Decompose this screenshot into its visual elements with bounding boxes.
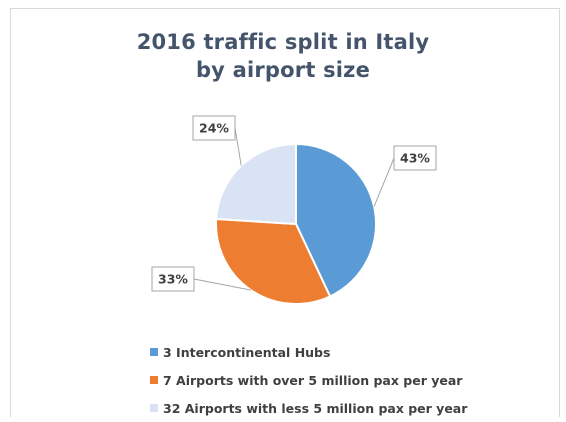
legend-item-hubs: 3 Intercontinental Hubs: [150, 338, 467, 366]
data-label-under-5m-box: [192, 115, 236, 141]
slice-over-5m: [215, 217, 332, 305]
legend: 3 Intercontinental Hubs 7 Airports with …: [150, 338, 467, 422]
data-label-over-5m-box: [151, 266, 195, 292]
legend-item-under-5m: 32 Airports with less 5 million pax per …: [150, 394, 467, 422]
leader-line-under-5m: [234, 127, 242, 166]
legend-item-over-5m: 7 Airports with over 5 million pax per y…: [150, 366, 467, 394]
chart-frame: [10, 8, 560, 417]
legend-label-over-5m: 7 Airports with over 5 million pax per y…: [163, 372, 463, 388]
leader-line-hubs: [373, 157, 395, 207]
legend-label-under-5m: 32 Airports with less 5 million pax per …: [163, 400, 468, 416]
legend-swatch-hubs: [150, 348, 158, 356]
data-label-hubs: 43%: [400, 151, 430, 166]
leader-line-over-5m: [193, 278, 252, 291]
legend-swatch-under-5m: [150, 404, 158, 412]
chart-title-line-1: 2016 traffic split in Italy: [136, 30, 430, 54]
data-label-hubs-box: [393, 145, 437, 171]
data-label-under-5m: 24%: [199, 121, 229, 136]
data-label-over-5m: 33%: [158, 272, 188, 287]
chart-title-line-2: by airport size: [195, 58, 371, 82]
slice-under-5m: [215, 142, 297, 226]
legend-swatch-over-5m: [150, 376, 158, 384]
legend-label-hubs: 3 Intercontinental Hubs: [163, 344, 331, 360]
